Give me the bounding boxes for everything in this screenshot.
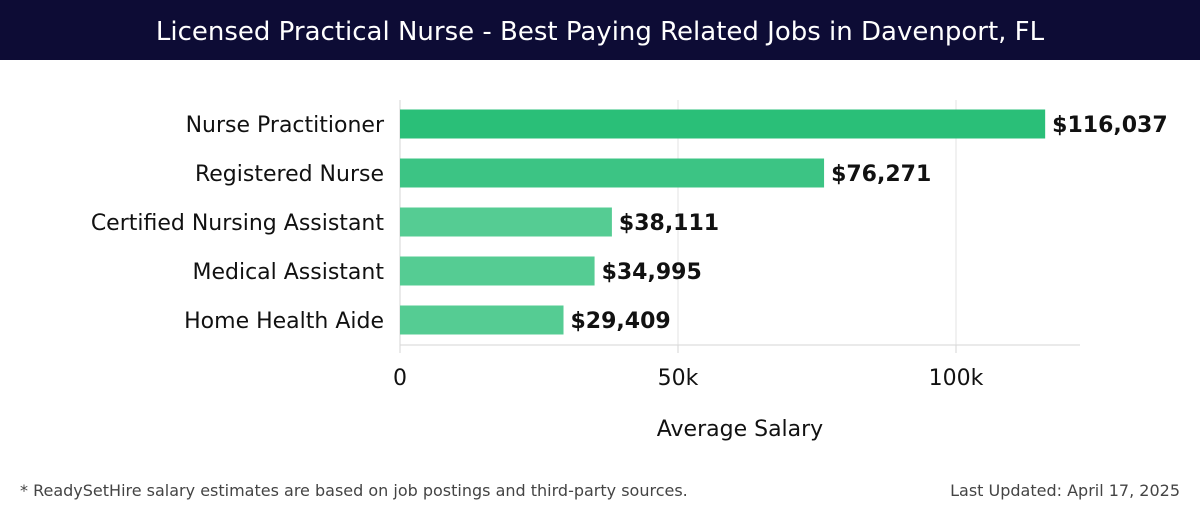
x-tick-label: 0 [393,366,407,391]
value-label: $38,111 [619,211,719,236]
value-label: $34,995 [602,260,702,285]
value-label: $76,271 [831,162,931,187]
category-label: Certified Nursing Assistant [91,211,385,236]
x-tick-label: 50k [658,366,699,391]
x-axis-label: Average Salary [657,417,823,442]
last-updated: Last Updated: April 17, 2025 [950,481,1180,500]
value-label: $116,037 [1052,113,1168,138]
chart-title: Licensed Practical Nurse - Best Paying R… [0,0,1200,60]
bar [400,256,595,286]
category-label: Medical Assistant [192,260,384,285]
value-label: $29,409 [571,309,671,334]
bar [400,207,612,237]
category-label: Registered Nurse [195,162,384,187]
category-label: Home Health Aide [184,309,384,334]
category-label: Nurse Practitioner [186,113,385,138]
bar [400,109,1046,139]
bar [400,305,564,335]
x-tick-label: 100k [929,366,984,391]
bar [400,158,825,188]
footnote: * ReadySetHire salary estimates are base… [20,481,688,500]
